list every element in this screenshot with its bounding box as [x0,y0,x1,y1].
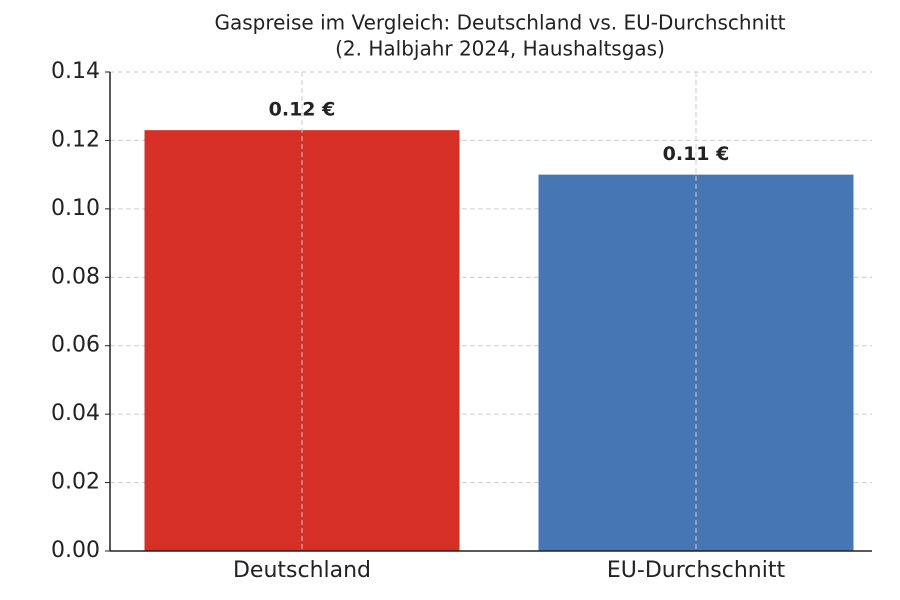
x-tick-label: Deutschland [233,558,371,583]
y-tick-label: 0.10 [51,196,100,221]
y-tick-label: 0.02 [51,470,100,495]
x-tick-label: EU-Durchschnitt [607,558,786,583]
chart-subtitle: (2. Halbjahr 2024, Haushaltsgas) [335,37,665,61]
value-label: 0.11 € [663,143,730,165]
chart-title: Gaspreise im Vergleich: Deutschland vs. … [214,11,785,35]
y-tick-label: 0.06 [51,333,100,358]
y-tick-label: 0.04 [51,401,100,426]
y-tick-label: 0.14 [51,59,100,84]
y-tick-label: 0.12 [51,127,100,152]
value-label: 0.12 € [269,99,336,121]
y-tick-label: 0.00 [51,538,100,563]
y-tick-label: 0.08 [51,264,100,289]
